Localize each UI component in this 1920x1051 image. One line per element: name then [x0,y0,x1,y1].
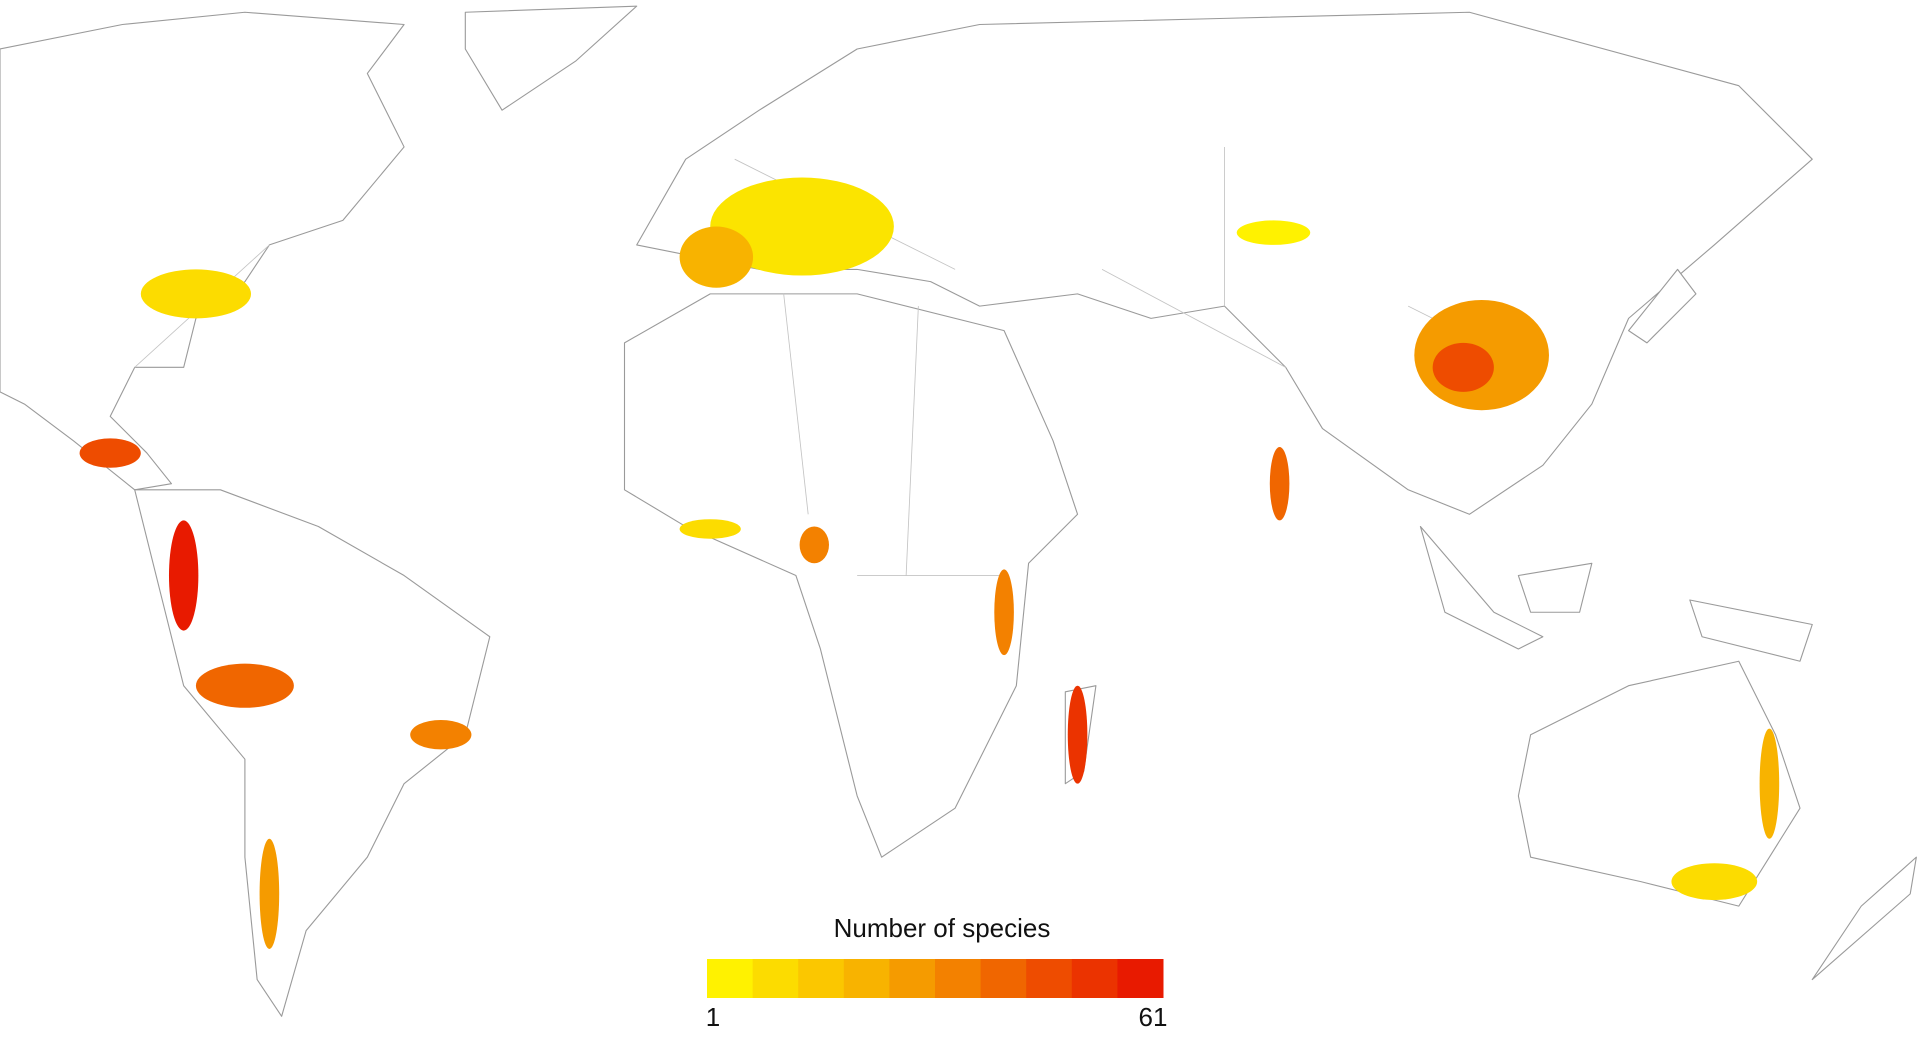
hotspot [799,526,829,564]
new-zealand [1811,856,1917,981]
legend: Number of species 1 61 [706,913,1168,1032]
species-layer [79,177,1780,949]
hotspot [1671,863,1758,901]
hotspot [1432,342,1494,392]
south-america [134,489,491,1017]
hotspot [79,438,141,468]
hotspot [195,663,294,708]
hotspot [410,720,472,750]
hotspot [140,269,252,319]
greenland [464,5,638,111]
hotspot [994,569,1014,656]
africa [623,293,1079,858]
hotspot [679,226,754,288]
legend-swatch [1071,959,1118,998]
legend-swatch [1117,959,1164,998]
land-layer [0,5,1917,1017]
hotspot [168,520,199,631]
legend-swatch [843,959,890,998]
hotspot [710,177,894,276]
hotspot [1269,446,1290,521]
legend-swatch [935,959,982,998]
legend-swatch [980,959,1027,998]
legend-swatch [752,959,799,998]
legend-swatch [1026,959,1073,998]
hotspot [1236,220,1311,245]
indonesia [1419,525,1813,662]
legend-swatch [889,959,936,998]
legend-title: Number of species [834,913,1051,943]
legend-swatch [707,959,754,998]
legend-swatch [798,959,845,998]
legend-max: 61 [1139,1002,1168,1032]
hotspot [1067,685,1088,784]
hotspot [1759,728,1780,839]
legend-min: 1 [706,1002,720,1032]
australia [1517,660,1801,907]
hotspot [679,519,741,539]
hotspot [259,838,280,949]
north-america [0,11,405,491]
japan [1628,268,1697,344]
